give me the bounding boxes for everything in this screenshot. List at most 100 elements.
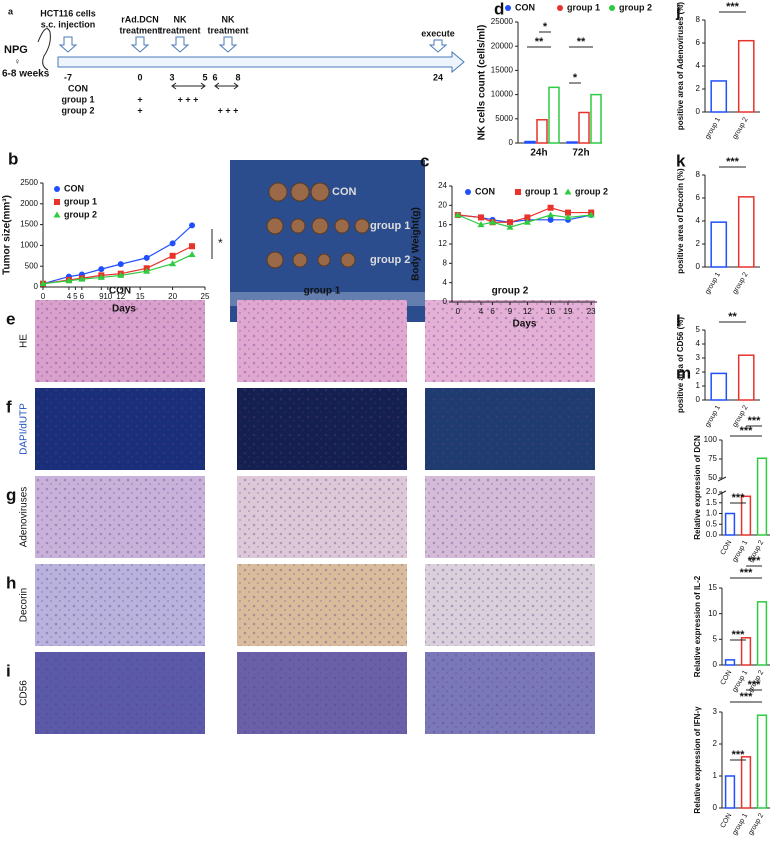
- event: rAd.DCN: [121, 14, 159, 24]
- y-tick-label: 2.0: [706, 487, 718, 496]
- panel-label: l: [676, 311, 681, 330]
- y-tick-label: 1.5: [706, 498, 718, 507]
- marker: [565, 209, 571, 216]
- column-label: CON: [109, 286, 131, 297]
- histology: CON group 1 group 2 e HE f DAPI/dUTP g Adenoviru…: [6, 286, 595, 734]
- y-tick-label: 4: [696, 339, 701, 348]
- x-tick-label: 0: [456, 307, 461, 316]
- panel-label: f: [6, 397, 12, 416]
- marker: [547, 211, 555, 218]
- x-tick-label: 15: [136, 292, 145, 301]
- panel-label: k: [676, 151, 686, 170]
- bar: [724, 659, 736, 666]
- legend-label: CON: [64, 183, 84, 193]
- series-line: [457, 214, 592, 228]
- y-tick-label: 0.0: [706, 530, 718, 539]
- row-label: DAPI/dUTP: [19, 403, 30, 455]
- marker: [547, 204, 554, 211]
- panel-label: h: [6, 573, 16, 592]
- bar: [724, 775, 736, 809]
- bar: [710, 221, 728, 268]
- y-tick-label: 6: [696, 193, 701, 202]
- micrograph-texture: [237, 476, 407, 558]
- period-arrows: [171, 82, 239, 90]
- marker: [587, 211, 595, 218]
- bar: [737, 39, 755, 113]
- significance: ***: [748, 679, 762, 691]
- y-tick-label: 6: [696, 38, 701, 47]
- y-axis-label: Relative expression of IFN-γ: [693, 706, 702, 814]
- y-axis-label: positive area of Adenoviruses (%): [676, 2, 685, 131]
- x-tick-label: group 1: [704, 404, 722, 428]
- bar: [710, 372, 728, 401]
- mouse-strain: NPG: [4, 44, 28, 56]
- y-tick-label: 2: [713, 739, 718, 748]
- event: execute: [421, 28, 455, 38]
- x-tick-label: 0: [41, 292, 46, 301]
- marker: [477, 221, 485, 228]
- x-tick-label: 5: [73, 292, 78, 301]
- x-tick-label: 12: [523, 307, 532, 316]
- marker: [524, 214, 531, 221]
- photo-label: group 2: [370, 254, 410, 266]
- row-label: HE: [19, 334, 30, 348]
- bar: [737, 196, 755, 268]
- x-tick-label: group 2: [747, 812, 765, 836]
- event: treatment: [207, 25, 248, 35]
- micrograph-texture: [425, 476, 595, 558]
- y-axis-label: Tumor size(mm³): [2, 195, 13, 275]
- micrograph-texture: [425, 388, 595, 470]
- y-tick-label: 8: [696, 15, 701, 24]
- micrograph-texture: [35, 564, 205, 646]
- marker: [189, 222, 196, 229]
- legend-label: group 1: [525, 186, 558, 196]
- bar: [710, 80, 728, 113]
- bar: [590, 93, 602, 144]
- column-label: group 2: [492, 286, 529, 297]
- y-tick-label: 15000: [491, 66, 514, 75]
- x-tick-label: 23: [587, 307, 596, 316]
- significance: ***: [732, 629, 746, 641]
- bar: [536, 119, 548, 144]
- x-tick-label: 6: [80, 292, 85, 301]
- mark: +: [137, 94, 142, 104]
- micrograph-texture: [35, 476, 205, 558]
- y-tick-label: 12: [438, 239, 447, 248]
- bar: [740, 756, 752, 809]
- y-tick-label: 0: [443, 297, 448, 306]
- micrograph-texture: [35, 652, 205, 734]
- marker: [97, 273, 105, 280]
- x-tick-label: 9: [99, 292, 104, 301]
- y-tick-label: 0: [696, 107, 701, 116]
- marker: [143, 267, 151, 274]
- bar: [756, 601, 768, 666]
- x-tick-label: 10: [103, 292, 112, 301]
- y-tick-label: 500: [25, 261, 39, 270]
- y-axis: [717, 440, 727, 535]
- legend-label: group 2: [64, 209, 97, 219]
- y-tick-label: 16: [438, 220, 447, 229]
- bar: [756, 714, 768, 809]
- y-tick-label: 4: [443, 278, 448, 287]
- x-tick-label: group 1: [704, 271, 722, 295]
- bar: [737, 354, 755, 401]
- panel-label: b: [8, 149, 18, 168]
- y-tick-label: 24: [438, 181, 447, 190]
- micrograph-texture: [425, 652, 595, 734]
- group: group 2: [62, 105, 95, 115]
- day: 6: [212, 72, 217, 82]
- significance: **: [728, 311, 737, 323]
- y-tick-label: 1000: [20, 241, 38, 250]
- y-tick-label: 5: [696, 325, 701, 334]
- x-axis-label: Days: [112, 304, 136, 315]
- y-tick-label: 2: [696, 239, 701, 248]
- y-tick-label: 15: [708, 583, 717, 592]
- x-axis-label: Days: [513, 319, 537, 330]
- micrograph-texture: [425, 564, 595, 646]
- x-tick-label: 9: [508, 307, 513, 316]
- legend-label: group 1: [567, 2, 600, 12]
- event: HCT116 cells: [40, 8, 96, 18]
- x-tick-label: 24h: [530, 148, 547, 159]
- y-tick-label: 50: [708, 473, 717, 482]
- panel-label: a: [8, 6, 14, 16]
